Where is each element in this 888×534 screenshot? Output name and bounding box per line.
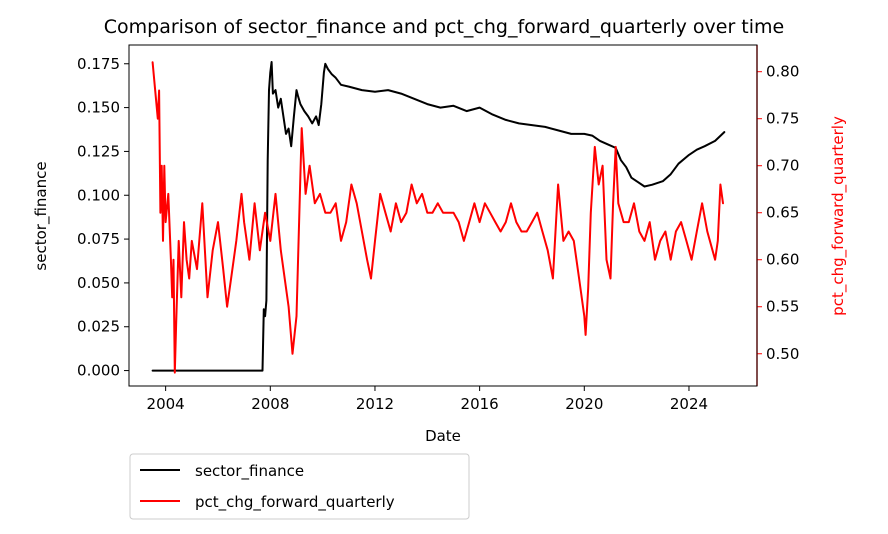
x-tick-label: 2008	[251, 395, 289, 413]
x-tick-label: 2020	[565, 395, 603, 413]
right-tick-label: 0.50	[766, 345, 799, 363]
left-tick-label: 0.000	[77, 362, 120, 380]
chart-title: Comparison of sector_finance and pct_chg…	[104, 16, 784, 38]
x-tick-label: 2024	[670, 395, 708, 413]
right-tick-label: 0.75	[766, 110, 799, 128]
left-y-axis-label: sector_finance	[32, 161, 51, 270]
left-y-axis: 0.000 0.025 0.050 0.075 0.100 0.125 0.150 0.175	[77, 55, 129, 380]
right-tick-label: 0.70	[766, 157, 799, 175]
plot-lines	[151, 61, 726, 374]
series-line-sector-finance	[151, 61, 726, 372]
right-y-axis: 0.50 0.55 0.60 0.65 0.70 0.75 0.80	[756, 45, 799, 386]
plot-frame	[128, 44, 758, 387]
series-line-pct-chg-forward-quarterly	[151, 61, 724, 374]
left-tick-label: 0.150	[77, 99, 120, 117]
x-tick-label: 2004	[147, 395, 185, 413]
left-tick-label: 0.075	[77, 230, 120, 248]
x-tick-label: 2012	[356, 395, 394, 413]
x-tick-label: 2016	[461, 395, 499, 413]
left-tick-label: 0.025	[77, 318, 120, 336]
legend-label-sector-finance: sector_finance	[195, 462, 304, 481]
right-tick-label: 0.80	[766, 63, 799, 81]
right-tick-label: 0.65	[766, 204, 799, 222]
x-axis: 2004 2008 2012 2016 2020 2024	[147, 386, 708, 413]
legend: sector_finance pct_chg_forward_quarterly	[129, 453, 470, 520]
right-y-axis-label: pct_chg_forward_quarterly	[829, 116, 848, 316]
legend-label-pct-chg: pct_chg_forward_quarterly	[195, 493, 395, 512]
right-tick-label: 0.55	[766, 298, 799, 316]
legend-box	[129, 453, 470, 520]
left-tick-label: 0.175	[77, 55, 120, 73]
x-axis-label: Date	[425, 427, 461, 445]
left-tick-label: 0.100	[77, 186, 120, 204]
right-tick-label: 0.60	[766, 251, 799, 269]
left-tick-label: 0.050	[77, 274, 120, 292]
left-tick-label: 0.125	[77, 142, 120, 160]
